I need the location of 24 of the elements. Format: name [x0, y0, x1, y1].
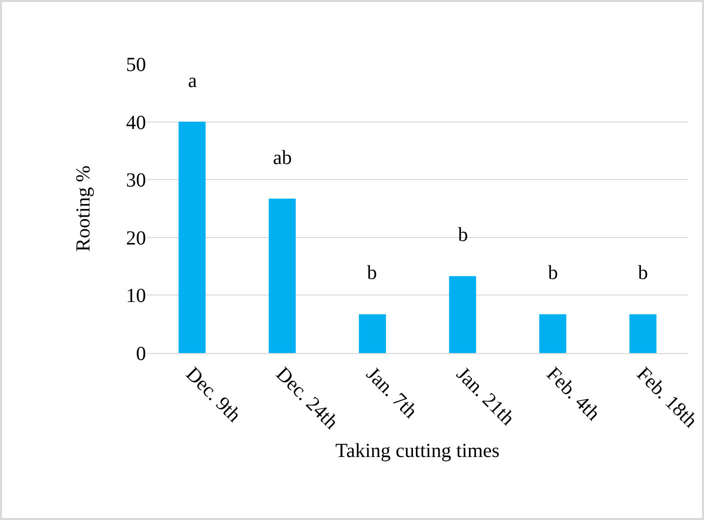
annotation: b [638, 262, 648, 284]
bar [539, 314, 566, 353]
x-axis-title: Taking cutting times [335, 440, 500, 462]
y-tick-label: 0 [136, 343, 146, 365]
x-tick-label: Jan. 7th [362, 363, 422, 423]
y-tick-label: 50 [126, 54, 146, 76]
y-tick-label: 20 [126, 227, 146, 250]
y-axis-title: Rooting % [72, 165, 94, 252]
annotation: b [548, 262, 558, 284]
y-tick-label: 40 [126, 112, 146, 134]
annotation: b [367, 262, 377, 284]
y-tick-label: 30 [126, 170, 146, 192]
bar [629, 314, 656, 353]
x-tick-label: Feb. 4th [542, 363, 604, 425]
annotation: b [458, 224, 468, 246]
bar [178, 122, 206, 353]
bar [268, 198, 296, 353]
x-tick-label: Feb. 18th [632, 363, 702, 432]
y-tick-label: 10 [126, 285, 146, 308]
bar [358, 314, 386, 353]
annotation: ab [273, 147, 292, 169]
x-tick-label: Jan. 21th [452, 363, 519, 430]
annotation: a [188, 70, 197, 92]
bar [449, 276, 476, 353]
